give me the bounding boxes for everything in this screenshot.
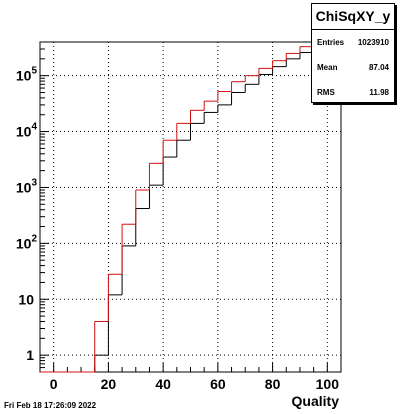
- stats-value: 1023910: [357, 38, 389, 47]
- y-tick-label: 1: [26, 347, 34, 363]
- stats-title: ChiSqXY_y: [312, 4, 394, 30]
- y-tick-label: 104: [16, 122, 38, 140]
- timestamp-footer: Fri Feb 18 17:26:09 2022: [4, 401, 97, 410]
- y-tick-labels: 1 10 102 103 104 105: [16, 66, 38, 364]
- x-axis-title: Quality: [292, 393, 340, 409]
- stats-row-rms: RMS 11.98: [312, 80, 394, 105]
- stats-label: Mean: [317, 63, 338, 72]
- y-tick-label: 10: [18, 291, 34, 307]
- x-tick-label: 80: [265, 376, 281, 392]
- y-tick-label: 105: [16, 66, 38, 84]
- stats-box: ChiSqXY_y Entries 1023910 Mean 87.04 RMS…: [311, 3, 395, 103]
- stats-label: Entries: [317, 38, 345, 47]
- plot-frame: [39, 41, 342, 373]
- stats-row-entries: Entries 1023910: [312, 30, 394, 55]
- axis-ticks: [39, 41, 342, 373]
- stats-value: 87.04: [368, 63, 389, 72]
- histogram-series-0: [40, 44, 341, 373]
- stats-value: 11.98: [369, 88, 389, 97]
- x-tick-label: 0: [50, 376, 58, 392]
- y-tick-label: 103: [16, 177, 38, 195]
- x-tick-label: 100: [316, 376, 340, 392]
- stats-row-mean: Mean 87.04: [312, 55, 394, 80]
- x-tick-label: 20: [101, 376, 117, 392]
- stats-label: RMS: [317, 88, 335, 97]
- histogram-series: [40, 44, 341, 373]
- histogram-series-1: [40, 46, 341, 373]
- grid-lines: [40, 42, 341, 372]
- x-tick-labels: 0 20 40 60 80 100: [50, 376, 339, 392]
- x-tick-label: 40: [155, 376, 171, 392]
- y-tick-label: 102: [16, 233, 38, 251]
- x-tick-label: 60: [210, 376, 226, 392]
